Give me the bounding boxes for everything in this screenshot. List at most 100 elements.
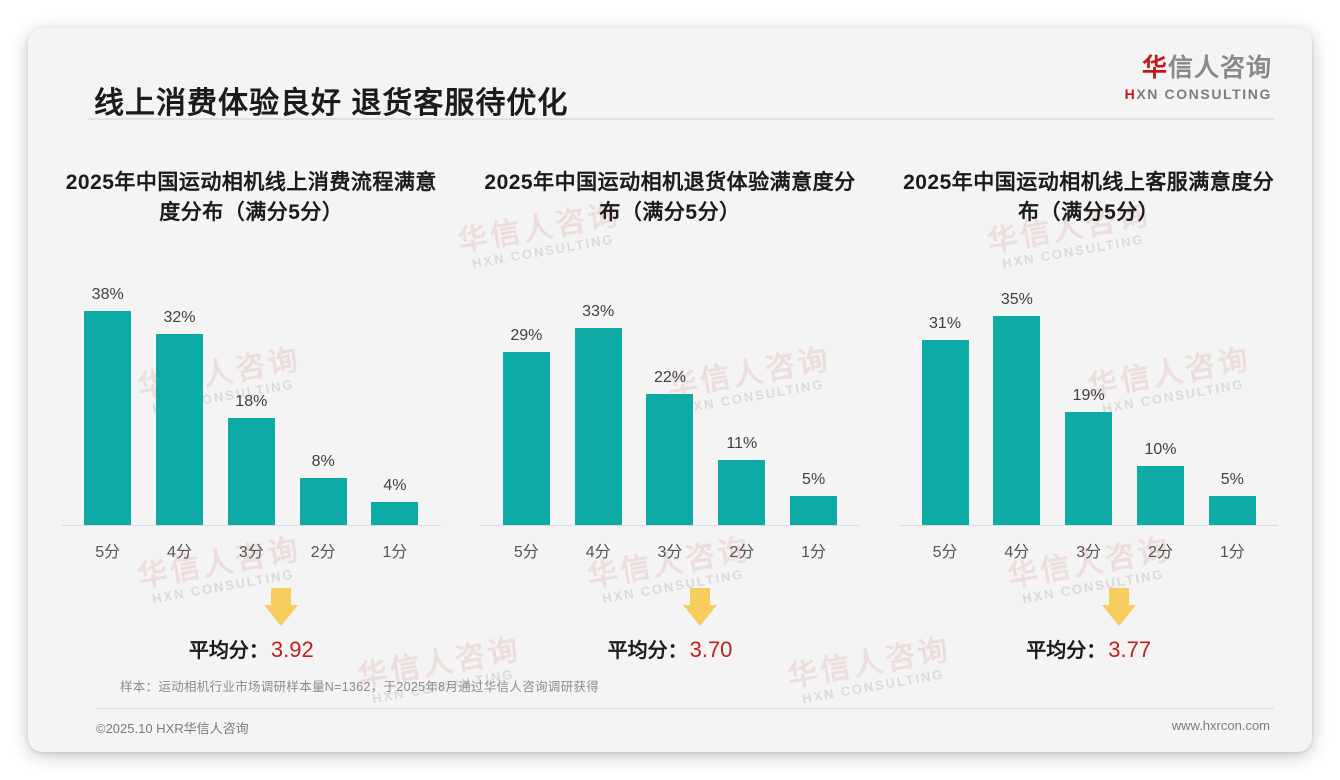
bar[interactable] [1136,466,1184,526]
bar[interactable] [993,316,1041,526]
logo-en-accent: H [1124,86,1137,102]
x-tick-label: 5分 [932,544,958,561]
bar-value-label: 19% [1072,387,1105,404]
bar[interactable] [227,418,275,526]
bar[interactable] [84,311,132,526]
logo-cn-accent: 华 [1141,54,1168,82]
bar-slot[interactable]: 35% [983,286,1050,526]
slide-footer: ©2025.10 HXR华信人咨询 www.hxrcon.com [96,718,1270,737]
chart-plot-area: 29% 33% 22% 11% 5% [475,286,866,526]
charts-row: 2025年中国运动相机线上消费流程满意度分布（满分5分） 38% 32% 18% 8% 4… [42,168,1298,668]
bar-value-label: 32% [163,309,196,326]
bar-value-label: 10% [1144,441,1177,458]
average-score-value: 3.77 [1108,637,1152,662]
x-tick-label: 2分 [310,544,336,561]
bar[interactable] [718,460,766,526]
bar[interactable] [502,352,550,526]
bar-slot[interactable]: 5% [780,286,847,526]
average-score: 平均分：3.77 [893,634,1284,663]
arrow-head [1101,605,1136,626]
bar[interactable] [156,334,203,526]
bar-slot[interactable]: 33% [564,286,631,526]
logo-en-text: HXN CONSULTING [1125,87,1272,101]
chart-title: 2025年中国运动相机线上消费流程满意度分布（满分5分） [65,171,437,225]
x-tick-label: 4分 [167,544,192,561]
x-axis-tick-labels: 5分 4分 3分 2分 1分 [893,538,1284,562]
bar-value-label: 18% [235,393,268,410]
chart-panel-1: 2025年中国运动相机线上消费流程满意度分布（满分5分） 38% 32% 18% 8% 4… [42,168,461,668]
average-score: 平均分：3.70 [475,634,866,663]
x-tick-label: 1分 [1219,544,1245,561]
logo-cn-text: 华信人咨询 [1125,56,1272,81]
average-score-label: 平均分： [1026,640,1107,662]
bar-value-label: 38% [91,286,124,303]
x-tick-label: 5分 [513,544,539,561]
average-score-value: 3.92 [270,637,314,662]
arrow-shaft [1108,588,1129,606]
x-axis-tick-labels: 5分 4分 3分 2分 1分 [56,538,447,562]
x-axis-line [899,525,1279,526]
bar[interactable] [1208,496,1256,526]
x-tick-label: 2分 [1148,544,1173,561]
bar-group: 29% 33% 22% 11% 5% [493,286,848,526]
bar[interactable] [790,496,838,526]
bar-value-label: 35% [1000,291,1033,308]
x-tick-label: 5分 [95,544,121,561]
x-tick-label: 3分 [1076,544,1102,561]
bar-slot[interactable]: 29% [493,286,560,526]
footer-website[interactable]: www.hxrcon.com [1171,718,1270,733]
bar-slot[interactable]: 10% [1127,286,1194,526]
x-tick-label: 1分 [382,544,408,561]
x-axis-tick-labels: 5分 4分 3分 2分 1分 [475,538,866,562]
bar[interactable] [646,394,694,526]
bar[interactable] [371,502,419,526]
bar-slot[interactable]: 11% [708,286,775,526]
bar-slot[interactable]: 31% [911,286,978,526]
bar[interactable] [574,328,622,526]
arrow-shaft [690,588,710,606]
bar-slot[interactable]: 5% [1199,286,1266,526]
bar-value-label: 4% [383,477,407,494]
x-tick-label: 4分 [585,544,611,561]
bar-slot[interactable]: 4% [361,286,428,526]
bar[interactable] [921,340,969,526]
slide-header: 线上消费体验良好 退货客服待优化 华信人咨询 HXN CONSULTING [28,28,1312,120]
bar-value-label: 8% [311,453,335,470]
bar-slot[interactable]: 18% [218,286,285,526]
arrow-container [893,588,1284,626]
bar-slot[interactable]: 8% [289,286,356,526]
chart-panel-2: 2025年中国运动相机退货体验满意度分布（满分5分） 29% 33% 22% 11% 5%… [461,168,880,668]
average-score: 平均分：3.92 [56,634,447,663]
average-score-value: 3.70 [689,637,733,662]
footer-divider [96,708,1274,709]
x-tick-label: 3分 [238,544,264,561]
arrow-head [683,605,717,626]
bar-value-label: 5% [1220,471,1244,488]
chart-title: 2025年中国运动相机线上客服满意度分布（满分5分） [903,171,1275,225]
arrow-down-icon [264,588,299,626]
chart-plot-area: 31% 35% 19% 10% 5% [893,286,1284,526]
bar[interactable] [1065,412,1113,526]
arrow-container [475,588,866,626]
x-tick-label: 4分 [1004,544,1030,561]
bar-value-label: 11% [726,435,758,452]
logo-cn-rest: 信人咨询 [1167,54,1272,82]
bar-slot[interactable]: 19% [1055,286,1122,526]
bar-group: 38% 32% 18% 8% 4% [74,286,429,526]
x-axis-line [62,525,441,526]
brand-logo: 华信人咨询 HXN CONSULTING [1125,56,1272,102]
bar-slot[interactable]: 22% [636,286,703,526]
arrow-down-icon [683,588,717,626]
arrow-shaft [271,588,292,606]
bar-slot[interactable]: 38% [74,286,141,526]
slide-card: 华信人咨询 HXN CONSULTING 华信人咨询 HXN CONSULTING 华信… [28,28,1312,752]
bar-value-label: 22% [653,369,686,386]
arrow-head [264,605,299,626]
x-tick-label: 3分 [657,544,683,561]
arrow-container [56,588,447,626]
x-tick-label: 1分 [801,544,827,561]
average-score-label: 平均分： [188,640,269,662]
bar[interactable] [299,478,347,526]
bar-slot[interactable]: 32% [146,286,213,526]
chart-title: 2025年中国运动相机退货体验满意度分布（满分5分） [484,171,856,225]
